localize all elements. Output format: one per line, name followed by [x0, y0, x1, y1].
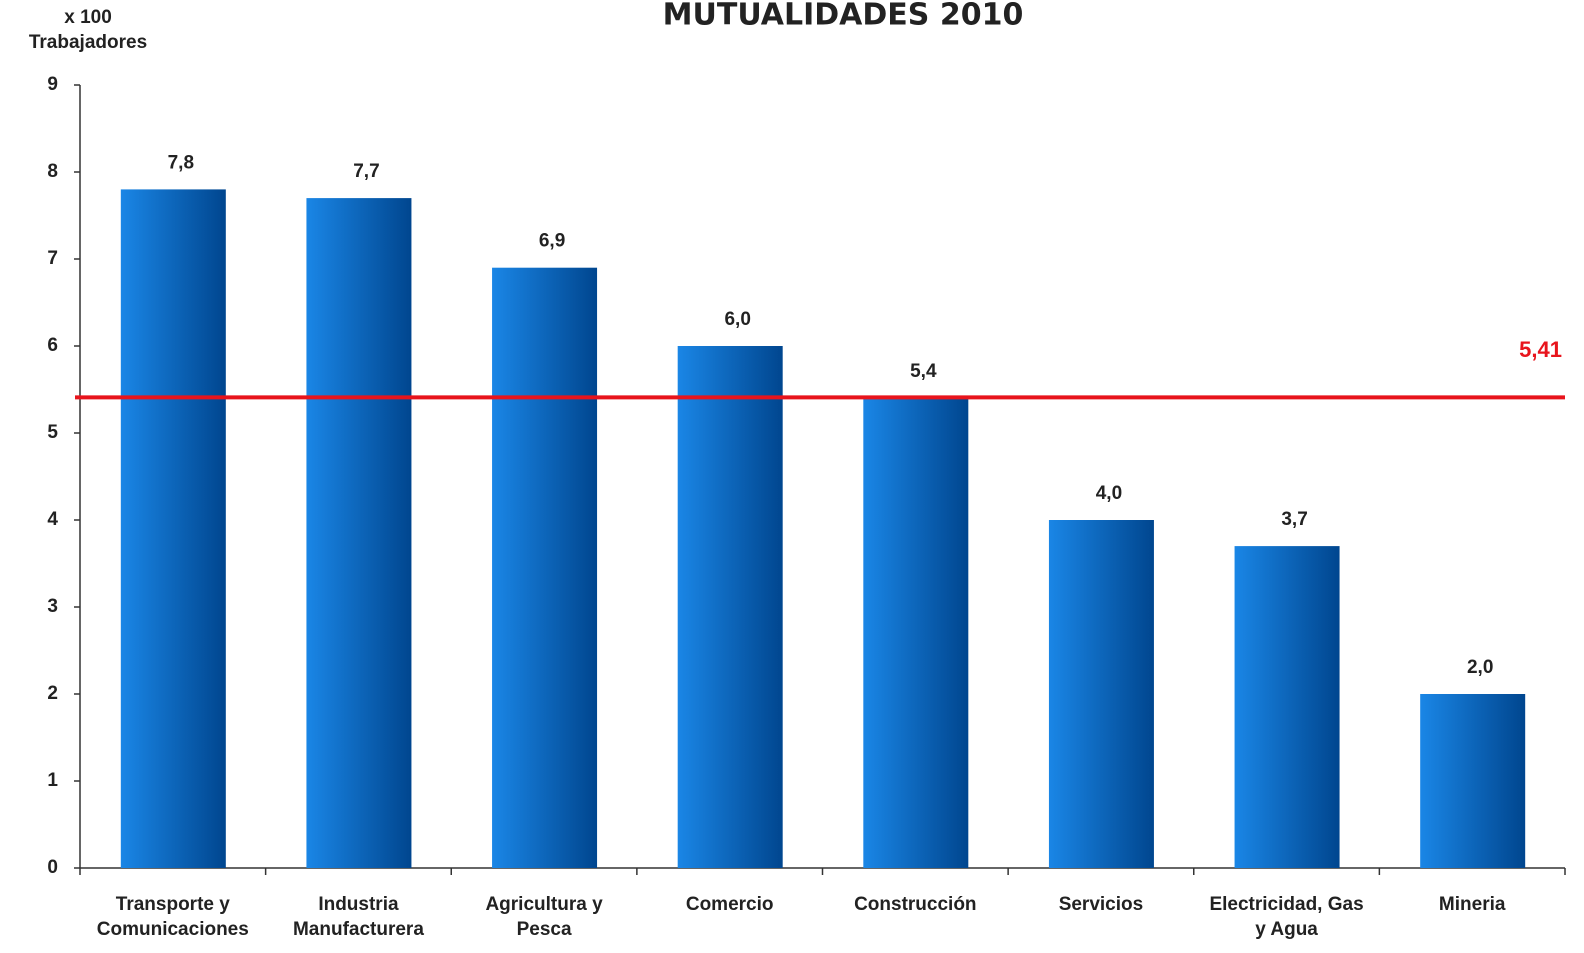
- y-tick-label: 1: [47, 770, 58, 791]
- x-tick-label: Electricidad, Gas: [1209, 894, 1363, 915]
- bar: [120, 189, 226, 868]
- y-tick-label: 5: [47, 422, 58, 443]
- y-tick-label: 7: [47, 248, 58, 269]
- x-tick-label: Manufacturera: [293, 919, 424, 940]
- bar: [1048, 520, 1154, 868]
- y-tick-label: 2: [47, 683, 58, 704]
- bar: [677, 346, 783, 868]
- x-tick-label: Pesca: [517, 919, 572, 940]
- value-label: 2,0: [1467, 657, 1493, 678]
- y-axis-label: Trabajadores: [29, 32, 147, 53]
- y-tick-label: 0: [47, 857, 58, 878]
- value-label: 6,0: [724, 309, 750, 330]
- x-tick-label: Servicios: [1059, 894, 1144, 915]
- bar: [1420, 694, 1526, 868]
- bar: [492, 267, 598, 868]
- chart-title: MUTUALIDADES 2010: [663, 0, 1024, 33]
- value-label: 7,7: [353, 161, 379, 182]
- x-tick-label: y Agua: [1255, 919, 1318, 940]
- value-label: 6,9: [539, 231, 565, 252]
- y-unit: x 100: [64, 7, 112, 28]
- x-tick-label: Comunicaciones: [97, 919, 249, 940]
- reference-label: 5,41: [1519, 337, 1562, 362]
- x-tick-label: Transporte y: [116, 894, 230, 915]
- x-tick-label: Industria: [318, 894, 399, 915]
- x-tick-label: Construcción: [854, 894, 976, 915]
- y-tick-label: 9: [47, 74, 58, 95]
- bar: [863, 398, 969, 868]
- x-tick-label: Comercio: [686, 894, 774, 915]
- value-label: 4,0: [1096, 483, 1122, 504]
- y-tick-label: 3: [47, 596, 58, 617]
- y-tick-label: 6: [47, 335, 58, 356]
- bar: [306, 198, 412, 869]
- value-label: 3,7: [1281, 509, 1307, 530]
- value-label: 5,4: [910, 361, 937, 382]
- y-tick-label: 8: [47, 161, 58, 182]
- value-label: 7,8: [168, 152, 194, 173]
- x-tick-label: Mineria: [1439, 894, 1506, 915]
- bar: [1234, 546, 1340, 868]
- y-tick-label: 4: [47, 509, 58, 530]
- x-tick-label: Agricultura y: [485, 894, 603, 915]
